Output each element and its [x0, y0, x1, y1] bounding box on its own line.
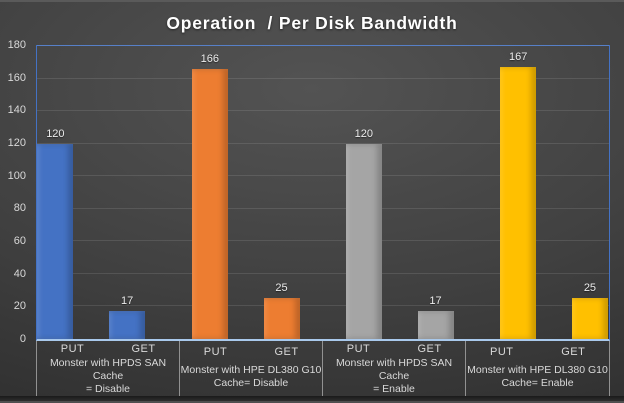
- bar-value-label: 25: [275, 282, 288, 295]
- bar-put-group4: [500, 67, 537, 339]
- y-axis-tick-label: 140: [7, 104, 26, 117]
- bar-value-label: 17: [429, 295, 442, 308]
- y-axis-labels: 0 20 40 60 80 100 120 140 160 180: [0, 39, 31, 345]
- bar-value-label: 166: [200, 52, 219, 65]
- group-label: Monster with HPDS SAN Cache = Disable: [49, 357, 167, 395]
- category-label-get: GET: [274, 346, 299, 358]
- category-label-get: GET: [417, 342, 442, 355]
- category-label-put: PUT: [346, 342, 371, 355]
- bar-get-group4: [571, 298, 608, 339]
- y-axis-tick-label: 180: [7, 39, 26, 51]
- bar-get-group2: [263, 298, 300, 339]
- y-axis-tick-label: 0: [19, 333, 26, 345]
- plot-area: 120 17 166 25 120 17 167 25: [36, 45, 610, 341]
- bottom-edge-line: [0, 396, 624, 403]
- bar-value-label: 120: [354, 127, 373, 140]
- group-label: Monster with HPE DL380 G10 Cache= Enable: [467, 364, 608, 389]
- gridline: [37, 175, 609, 177]
- gridline: [37, 272, 609, 274]
- gridline: [37, 240, 609, 242]
- category-label-row: PUT GET: [37, 341, 179, 356]
- bar-value-label: 167: [509, 51, 528, 64]
- gridline: [37, 305, 609, 307]
- x-axis-group-1: PUT GET Monster with HPDS SAN Cache = Disa…: [37, 341, 180, 396]
- bar-get-group3: [417, 311, 454, 339]
- category-label-row: PUT GET: [466, 341, 609, 363]
- category-label-get: GET: [131, 342, 156, 355]
- category-label-put: PUT: [490, 346, 514, 358]
- x-axis-group-4: PUT GET Monster with HPE DL380 G10 Cache= …: [466, 341, 609, 396]
- top-edge-line: [0, 0, 624, 2]
- category-label-row: PUT GET: [323, 341, 465, 356]
- gridline: [37, 77, 609, 79]
- y-axis-tick-label: 100: [7, 169, 26, 182]
- y-axis-tick-label: 60: [13, 234, 26, 247]
- bar-get-group1: [109, 311, 146, 339]
- y-axis-tick-label: 20: [13, 300, 26, 313]
- y-axis-tick-label: 120: [7, 136, 26, 149]
- bar-put-group3: [345, 143, 382, 339]
- bar-value-label: 120: [46, 127, 65, 140]
- group-label: Monster with HPDS SAN Cache = Enable: [335, 357, 453, 395]
- x-axis-group-3: PUT GET Monster with HPDS SAN Cache = Enab…: [323, 341, 466, 396]
- bar-value-label: 17: [120, 295, 134, 308]
- bar-value-label: 25: [583, 282, 597, 295]
- x-axis-group-2: PUT GET Monster with HPE DL380 G10 Cache= …: [180, 341, 323, 396]
- gridline: [37, 207, 609, 209]
- bar-put-group1: [37, 143, 74, 339]
- category-label-row: PUT GET: [180, 341, 322, 363]
- category-label-put: PUT: [60, 342, 85, 355]
- gridline: [37, 110, 609, 112]
- chart-title: Operation / Per Disk Bandwidth: [166, 12, 458, 33]
- y-axis-tick-label: 160: [7, 71, 26, 84]
- gridline: [37, 142, 609, 144]
- category-label-get: GET: [561, 346, 586, 358]
- category-label-put: PUT: [203, 346, 228, 358]
- y-axis-tick-label: 80: [13, 202, 26, 215]
- x-axis: PUT GET Monster with HPDS SAN Cache = Disa…: [36, 341, 610, 396]
- group-label: Monster with HPE DL380 G10 Cache= Disabl…: [180, 364, 322, 389]
- y-axis-tick-label: 40: [13, 267, 26, 280]
- bar-put-group2: [191, 68, 228, 339]
- gridline: [37, 45, 609, 46]
